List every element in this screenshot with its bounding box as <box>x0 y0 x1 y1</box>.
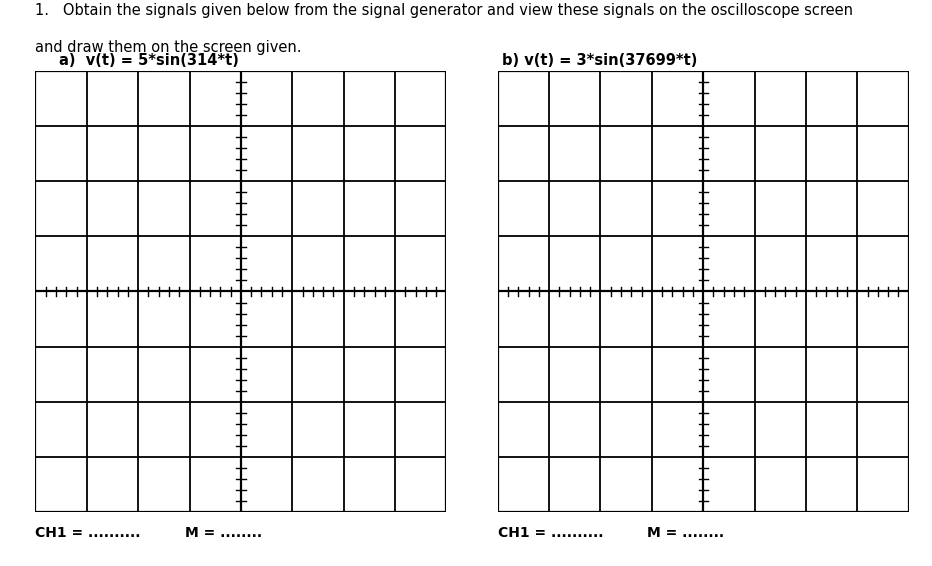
Text: M = ........: M = ........ <box>185 526 262 541</box>
Text: 1.   Obtain the signals given below from the signal generator and view these sig: 1. Obtain the signals given below from t… <box>35 3 854 18</box>
Text: M = ........: M = ........ <box>647 526 724 541</box>
Text: b) v(t) = 3*sin(37699*t): b) v(t) = 3*sin(37699*t) <box>502 53 698 68</box>
Text: CH1 = ..........: CH1 = .......... <box>35 526 141 541</box>
Text: and draw them on the screen given.: and draw them on the screen given. <box>35 40 302 55</box>
Text: a)  v(t) = 5*sin(314*t): a) v(t) = 5*sin(314*t) <box>59 53 239 68</box>
Text: CH1 = ..........: CH1 = .......... <box>498 526 603 541</box>
